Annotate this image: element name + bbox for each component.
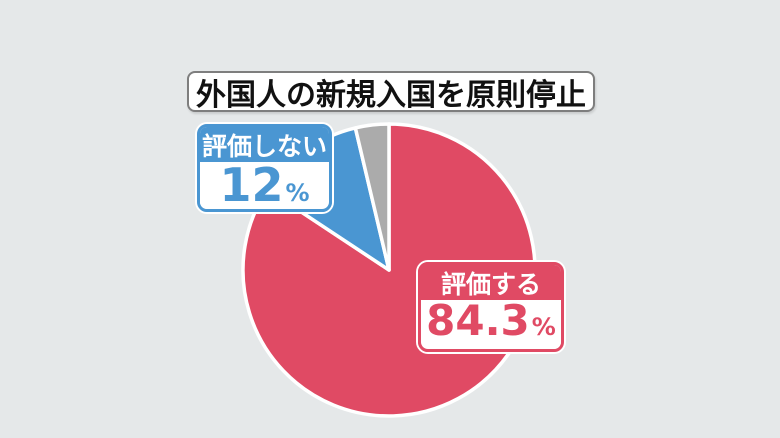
label-approve: 評価する 84.3% — [418, 262, 564, 352]
disapprove-value: 12 — [219, 158, 284, 212]
disapprove-value-box: 12% — [200, 162, 329, 209]
pie-slice-other — [353, 122, 391, 272]
approve-label-text: 評価する — [421, 265, 561, 300]
approve-value: 84.3 — [426, 296, 530, 345]
approve-percent-sign: % — [531, 313, 556, 341]
label-disapprove: 評価しない 12% — [197, 124, 332, 212]
disapprove-label-text: 評価しない — [200, 127, 329, 162]
disapprove-percent-sign: % — [285, 179, 310, 207]
chart-title: 外国人の新規入国を原則停止 — [187, 71, 595, 113]
approve-value-box: 84.3% — [421, 300, 561, 349]
